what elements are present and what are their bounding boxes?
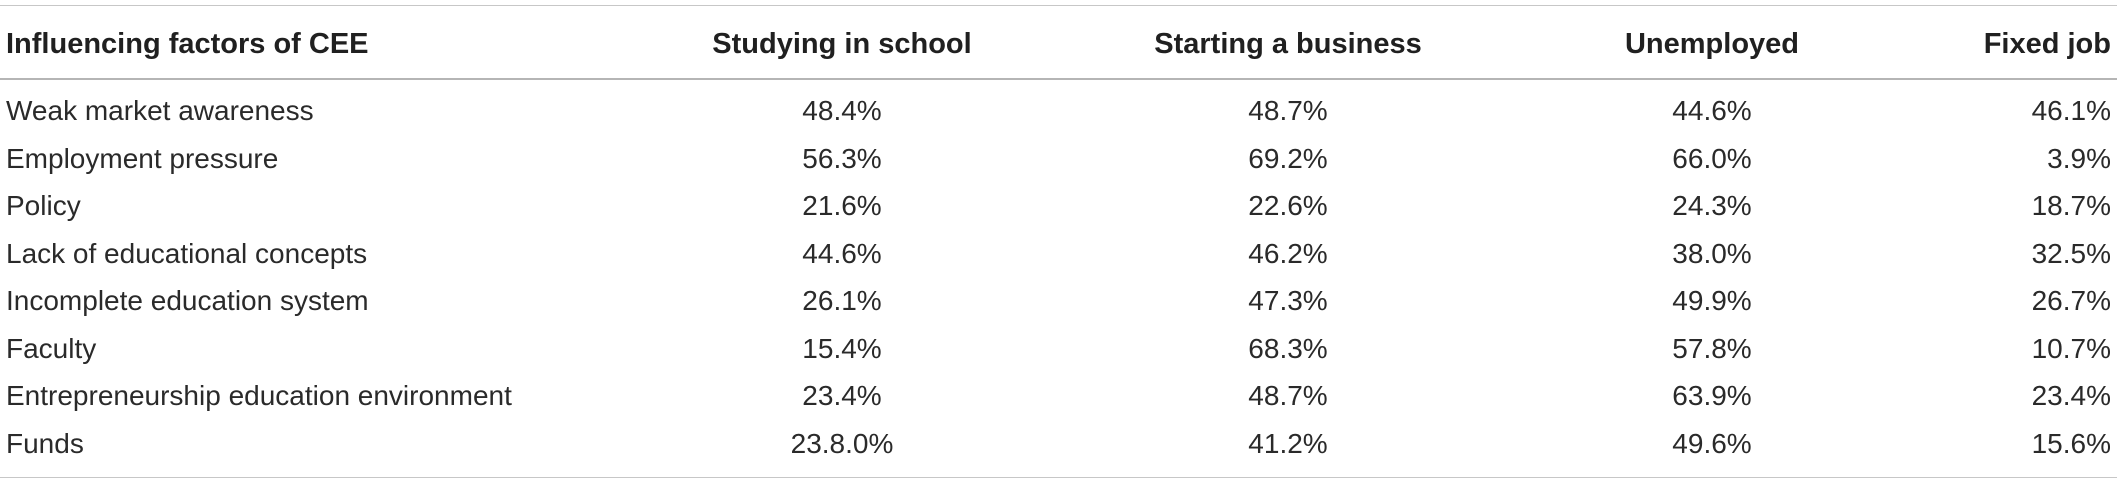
table-cell: 23.8.0% xyxy=(790,427,894,459)
table-row: Policy 21.6% 22.6% 24.3% 18.7% xyxy=(0,181,2117,229)
table-cell: 26.1% xyxy=(802,285,882,316)
table-row: Employment pressure 56.3% 69.2% 66.0% 3.… xyxy=(0,134,2117,182)
table-cell: 41.2% xyxy=(1248,427,1328,459)
table-cell: 48.4% xyxy=(802,95,882,126)
column-header-starting-a-business: Starting a business xyxy=(1154,28,1422,60)
table-cell: 15.4% xyxy=(802,332,882,364)
table-cell: 57.8% xyxy=(1672,332,1752,364)
table-cell: 3.9% xyxy=(2047,142,2111,174)
column-header-studying-in-school: Studying in school xyxy=(712,28,972,60)
table-cell: 48.7% xyxy=(1248,95,1328,126)
table-cell: 15.6% xyxy=(2031,427,2111,459)
column-header-unemployed: Unemployed xyxy=(1624,28,1800,60)
table-cell: 47.3% xyxy=(1248,285,1328,316)
row-label: Employment pressure xyxy=(6,142,279,174)
table-header-rule xyxy=(0,78,2117,80)
table-cell: 32.5% xyxy=(2031,237,2111,269)
table-row: Incomplete education system 26.1% 47.3% … xyxy=(0,276,2117,324)
table-row: Weak market awareness 48.4% 48.7% 44.6% … xyxy=(0,86,2117,134)
table-row: Lack of educational concepts 44.6% 46.2%… xyxy=(0,229,2117,277)
row-label: Faculty xyxy=(6,332,97,364)
table-cell: 24.3% xyxy=(1672,190,1752,221)
table-cell: 10.7% xyxy=(2031,332,2111,364)
column-header-fixed-job: Fixed job xyxy=(1983,28,2111,60)
table-cell: 44.6% xyxy=(802,237,882,269)
table-cell: 44.6% xyxy=(1672,95,1752,126)
table-cell: 38.0% xyxy=(1672,237,1752,269)
table-cell: 68.3% xyxy=(1248,332,1328,364)
table-cell: 22.6% xyxy=(1248,190,1328,221)
row-label: Weak market awareness xyxy=(6,95,314,126)
table-cell: 66.0% xyxy=(1672,142,1752,174)
table-header-row: Influencing factors of CEE Studying in s… xyxy=(0,6,2117,78)
table-bottom-rule xyxy=(0,477,2117,478)
table-cell: 56.3% xyxy=(802,142,882,174)
table-cell: 18.7% xyxy=(2031,190,2111,221)
table-cell: 69.2% xyxy=(1248,142,1328,174)
table-cell: 46.2% xyxy=(1248,237,1328,269)
row-label: Funds xyxy=(6,427,84,459)
row-label: Entrepreneurship education environment xyxy=(6,380,512,411)
table-cell: 49.6% xyxy=(1672,427,1752,459)
table-row: Entrepreneurship education environment 2… xyxy=(0,371,2117,419)
table-cell: 48.7% xyxy=(1248,380,1328,411)
table-cell: 23.4% xyxy=(2031,380,2111,411)
table-row: Faculty 15.4% 68.3% 57.8% 10.7% xyxy=(0,324,2117,372)
table-cell: 63.9% xyxy=(1672,380,1752,411)
table-row: Funds 23.8.0% 41.2% 49.6% 15.6% xyxy=(0,419,2117,467)
column-header-factors: Influencing factors of CEE xyxy=(6,28,369,60)
row-label: Incomplete education system xyxy=(6,285,369,316)
table-cell: 21.6% xyxy=(802,190,882,221)
table-cell: 49.9% xyxy=(1672,285,1752,316)
table-cell: 23.4% xyxy=(802,380,882,411)
table-cell: 26.7% xyxy=(2031,285,2111,316)
row-label: Lack of educational concepts xyxy=(6,237,368,269)
row-label: Policy xyxy=(6,190,81,221)
table-cell: 46.1% xyxy=(2031,95,2111,126)
table-top-rule xyxy=(0,5,2117,6)
